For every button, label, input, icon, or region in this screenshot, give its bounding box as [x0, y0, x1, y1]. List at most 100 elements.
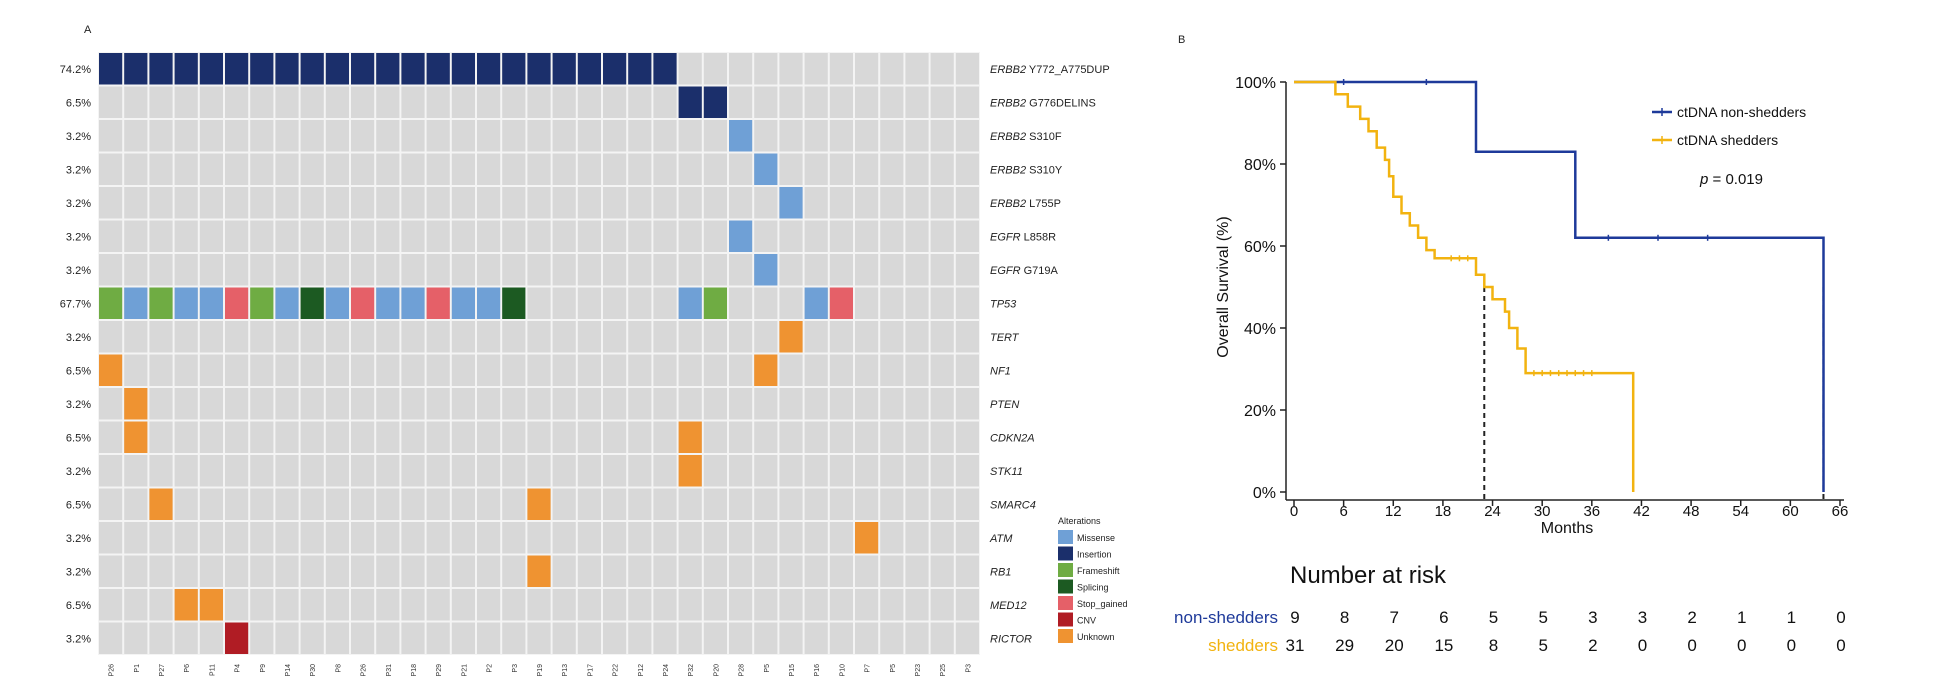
gene-label: NF1 — [990, 365, 1011, 377]
grid-cell — [225, 187, 249, 219]
gene-name: ERBB2 — [990, 131, 1026, 143]
grid-cell — [628, 622, 652, 654]
grid-cell — [855, 187, 879, 219]
grid-cell — [628, 488, 652, 520]
grid-cell — [250, 455, 274, 487]
grid-cell — [225, 120, 249, 152]
grid-cell — [451, 488, 475, 520]
grid-cell — [351, 354, 375, 386]
grid-cell — [678, 321, 702, 353]
grid-cell — [401, 120, 425, 152]
grid-cell — [325, 455, 349, 487]
grid-cell — [603, 254, 627, 286]
grid-cell — [905, 589, 929, 621]
legend-label: Missense — [1077, 533, 1115, 543]
grid-cell — [325, 321, 349, 353]
grid-cell — [124, 120, 148, 152]
grid-cell — [376, 354, 400, 386]
grid-cell — [603, 455, 627, 487]
grid-cell — [703, 153, 727, 185]
km-axes: 0% 20% 40% 60% 80% 100% 0 6 12 18 24 30 36 42 48 54 60 66… — [1215, 75, 1848, 537]
grid-cell — [653, 86, 677, 118]
alteration-cell — [855, 522, 879, 554]
legend-swatch — [1058, 530, 1073, 544]
grid-cell — [955, 522, 979, 554]
grid-cell — [149, 589, 173, 621]
risk-count: 1 — [1737, 608, 1746, 627]
grid-cell — [124, 254, 148, 286]
grid-cell — [905, 455, 929, 487]
grid-cell — [552, 589, 576, 621]
grid-cell — [376, 555, 400, 587]
grid-cell — [779, 522, 803, 554]
alteration-cell — [451, 53, 475, 85]
sample-label: P31 — [386, 664, 393, 677]
grid-cell — [477, 86, 501, 118]
x-tick-label: 54 — [1732, 503, 1749, 520]
sample-label: P3 — [965, 664, 972, 673]
grid-cell — [905, 321, 929, 353]
grid-cell — [930, 622, 954, 654]
grid-cell — [325, 388, 349, 420]
risk-count: 5 — [1489, 608, 1498, 627]
gene-label: TP53 — [990, 298, 1017, 310]
grid-cell — [829, 321, 853, 353]
grid-cell — [174, 254, 198, 286]
grid-cell — [804, 589, 828, 621]
grid-cell — [552, 354, 576, 386]
sample-label: P8 — [335, 664, 342, 673]
sample-label: P6 — [184, 664, 191, 673]
grid-cell — [930, 220, 954, 252]
gene-name: TERT — [990, 332, 1020, 344]
grid-cell — [174, 421, 198, 453]
grid-cell — [603, 488, 627, 520]
gene-name: MED12 — [990, 600, 1027, 612]
grid-cell — [502, 220, 526, 252]
alteration-cell — [225, 53, 249, 85]
grid-cell — [779, 220, 803, 252]
grid-cell — [804, 187, 828, 219]
alteration-cell — [124, 388, 148, 420]
grid-cell — [829, 522, 853, 554]
sample-label: P18 — [411, 664, 418, 677]
grid-cell — [653, 187, 677, 219]
grid-cell — [603, 622, 627, 654]
grid-cell — [905, 354, 929, 386]
alteration-cell — [149, 53, 173, 85]
grid-cell — [199, 153, 223, 185]
grid-cell — [376, 388, 400, 420]
grid-cell — [754, 321, 778, 353]
alteration-cell — [426, 53, 450, 85]
grid-cell — [829, 455, 853, 487]
grid-cell — [678, 488, 702, 520]
legend-label: ctDNA shedders — [1677, 132, 1778, 148]
grid-cell — [880, 53, 904, 85]
mutation-frequency-label: 3.2% — [66, 265, 91, 277]
grid-cell — [855, 388, 879, 420]
mutation-frequency-label: 3.2% — [66, 164, 91, 176]
alteration-cell — [502, 53, 526, 85]
grid-cell — [325, 522, 349, 554]
gene-label: ERBB2 G776DELINS — [990, 97, 1096, 109]
sample-label: P12 — [638, 664, 645, 677]
gene-label: ERBB2 S310Y — [990, 164, 1063, 176]
grid-cell — [729, 522, 753, 554]
grid-cell — [804, 555, 828, 587]
grid-cell — [653, 254, 677, 286]
grid-cell — [653, 220, 677, 252]
legend-label: Stop_gained — [1077, 599, 1128, 609]
grid-cell — [905, 488, 929, 520]
grid-cell — [678, 187, 702, 219]
gene-label: MED12 — [990, 600, 1027, 612]
alteration-cell — [552, 53, 576, 85]
risk-count: 1 — [1787, 608, 1796, 627]
grid-cell — [955, 555, 979, 587]
grid-cell — [905, 522, 929, 554]
grid-cell — [905, 622, 929, 654]
gene-name: RICTOR — [990, 633, 1032, 645]
grid-cell — [552, 455, 576, 487]
grid-cell — [225, 421, 249, 453]
grid-cell — [401, 421, 425, 453]
